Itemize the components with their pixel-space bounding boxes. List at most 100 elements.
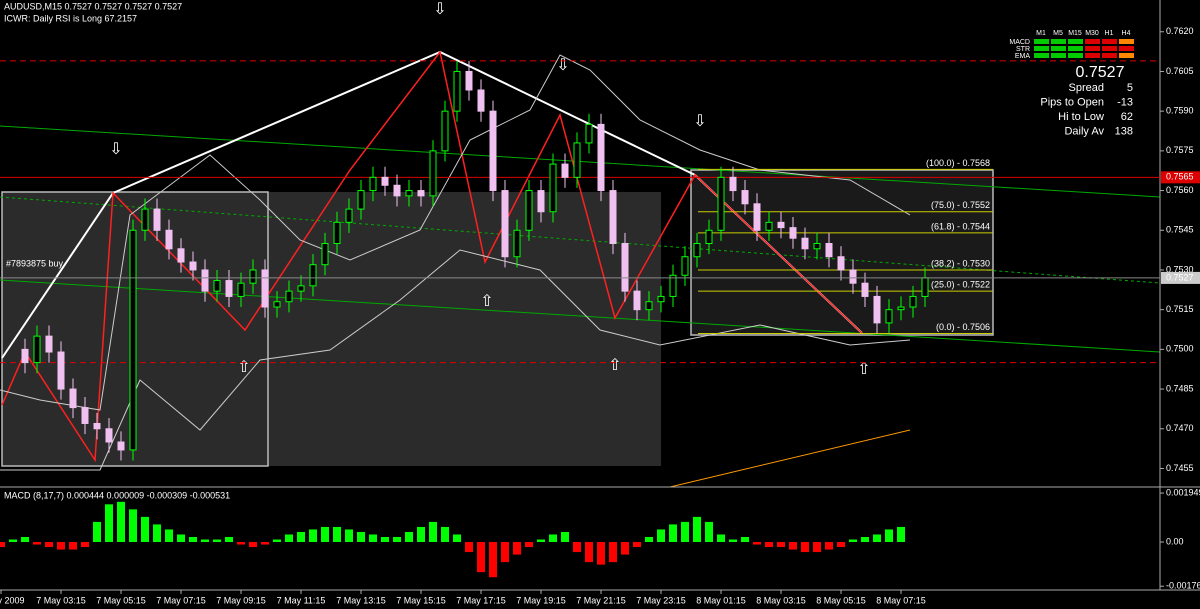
candle-body: [537, 190, 545, 213]
signal-cell: [1034, 53, 1049, 58]
candle-body: [21, 348, 29, 364]
macd-bar: [381, 536, 389, 543]
candle-body: [501, 190, 509, 258]
candle-body: [717, 176, 725, 231]
candle-body: [789, 227, 797, 239]
macd-bar: [873, 534, 881, 543]
candle-body: [321, 243, 329, 266]
macd-bar: [729, 539, 737, 543]
x-tick-label: 7 May 2009: [0, 595, 25, 605]
candle-body: [777, 221, 785, 229]
arrow: ⇧: [857, 361, 870, 378]
candle-body: [741, 190, 749, 205]
x-tick-label: 7 May 13:15: [336, 595, 386, 605]
price-tag: [1161, 171, 1200, 184]
signal-cell: [1102, 39, 1117, 44]
candle-body: [189, 261, 197, 271]
macd-bar: [297, 531, 305, 543]
macd-bar: [681, 521, 689, 543]
macd-bar: [393, 536, 401, 543]
y-tick-label: 0.7470: [1166, 423, 1194, 433]
fib-label: (100.0) - 0.7568: [926, 158, 990, 168]
macd-bar: [693, 516, 701, 543]
macd-bar: [645, 536, 653, 543]
y-tick-label: 0.00: [1166, 536, 1184, 546]
macd-bar: [333, 526, 341, 543]
macd-bar: [753, 542, 761, 545]
macd-bar: [453, 534, 461, 543]
arrow: ⇩: [693, 113, 706, 130]
x-tick-label: 8 May 01:15: [696, 595, 746, 605]
macd-bar: [741, 536, 749, 543]
candle-body: [909, 295, 917, 308]
x-tick-label: 7 May 05:15: [96, 595, 146, 605]
fib-label: (61.8) - 0.7544: [931, 221, 990, 231]
candle-body: [897, 306, 905, 311]
indicator-label: STR: [1016, 46, 1030, 53]
candle-body: [513, 229, 521, 258]
macd-bar: [861, 536, 869, 543]
candle-body: [849, 269, 857, 284]
candle-body: [345, 208, 353, 223]
macd-bar: [837, 542, 845, 548]
macd-bar: [69, 542, 77, 550]
candle-body: [213, 280, 221, 292]
order-label: #7893875 buy: [6, 258, 64, 268]
candle-body: [105, 428, 113, 443]
candle-body: [525, 190, 533, 231]
candle-body: [309, 264, 317, 287]
zigzag-minor: [1, 50, 863, 463]
macd-bar: [33, 542, 41, 545]
macd-bar: [117, 501, 125, 543]
trend-line: [0, 196, 1161, 284]
x-tick-label: 7 May 03:15: [36, 595, 86, 605]
signal-cell: [1068, 39, 1083, 44]
candle-body: [633, 290, 641, 311]
candle-body: [597, 123, 605, 192]
candle-body: [177, 248, 185, 263]
macd-bar: [705, 521, 713, 543]
y-tick-label: 0.001949: [1166, 487, 1200, 497]
candle-body: [621, 243, 629, 292]
macd-bar: [285, 534, 293, 543]
candle-body: [465, 70, 473, 91]
fib-label: (75.0) - 0.7552: [931, 200, 990, 210]
macd-bar: [201, 539, 209, 543]
price-tag-label: 0.7527: [1166, 272, 1194, 282]
y-tick-label: 0.7545: [1166, 225, 1194, 235]
candle-body: [225, 280, 233, 297]
candle-body: [117, 441, 125, 451]
candle-body: [477, 89, 485, 112]
y-tick-label: 0.7560: [1166, 185, 1194, 195]
macd-label: MACD (8,17,7) 0.000444 0.000009 -0.00030…: [4, 490, 230, 500]
fib-box: [690, 169, 994, 336]
macd-bar: [669, 524, 677, 543]
timeframe-label: M30: [1085, 30, 1099, 37]
candle-body: [873, 295, 881, 324]
macd-bar: [513, 542, 521, 555]
macd-bar: [489, 542, 497, 578]
macd-bar: [597, 542, 605, 565]
y-tick-label: 0.7605: [1166, 66, 1194, 76]
candle-body: [489, 110, 497, 192]
macd-bar: [261, 542, 269, 545]
candle-body: [813, 243, 821, 250]
candle-body: [765, 221, 773, 231]
fib-label: (0.0) - 0.7506: [936, 322, 990, 332]
candle-body: [801, 237, 809, 250]
y-tick-label: 0.7500: [1166, 344, 1194, 354]
x-tick-label: 7 May 21:15: [576, 595, 626, 605]
macd-bar: [585, 542, 593, 563]
candle-body: [357, 190, 365, 210]
trend-line: [669, 429, 911, 488]
dashboard-value: 62: [1121, 111, 1133, 123]
candle-body: [201, 269, 209, 292]
macd-bar: [885, 529, 893, 543]
macd-bar: [225, 536, 233, 543]
macd-bar: [813, 542, 821, 553]
candle-body: [417, 190, 425, 197]
x-tick-label: 8 May 07:15: [876, 595, 926, 605]
trend-line: [0, 279, 1161, 353]
candle-body: [825, 243, 833, 258]
macd-bar: [717, 534, 725, 543]
